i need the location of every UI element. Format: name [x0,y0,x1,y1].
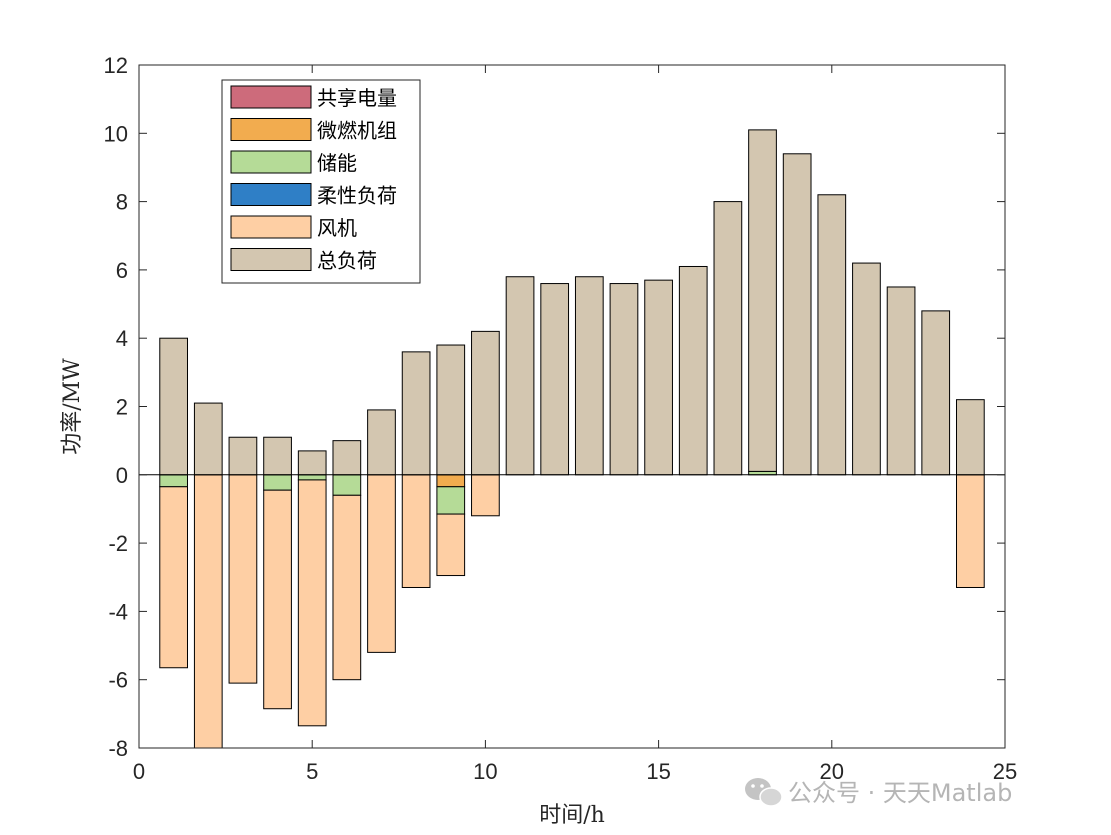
bar-segment [471,474,500,517]
bar-segment [956,399,985,476]
watermark-text: 公众号 · 天天Matlab [788,779,1012,807]
bar-segment [193,474,223,749]
y-tick-label: 6 [116,258,128,283]
legend-swatch [230,183,312,206]
y-tick-label: 10 [104,121,128,146]
bar-segment [748,129,777,472]
bar-segment [436,486,466,515]
legend-label: 总负荷 [317,249,377,273]
y-tick-label: 12 [104,53,128,78]
x-tick-label: 15 [646,759,670,784]
wechat-icon [745,778,783,807]
bars-layer [159,129,985,749]
bar-segment [193,402,223,476]
bar-segment [436,474,466,488]
bar-segment [159,474,188,488]
bar-segment [159,337,188,476]
legend-label: 储能 [317,151,357,175]
bar-segment [228,474,258,684]
bar-segment [297,450,327,476]
x-tick-label: 20 [820,759,844,784]
bar-segment [748,470,777,476]
bar-segment [332,494,362,681]
bar-segment [228,436,258,476]
legend-label: 柔性负荷 [317,184,397,208]
bar-segment [263,436,292,476]
legend-label: 共享电量 [317,86,397,110]
ticks-layer: 0 5 10 15 20 25 -8 -6 -4 -2 0 2 4 6 8 10 12 [104,53,1018,784]
legend-swatch [230,85,312,109]
y-tick-label: 8 [116,190,128,215]
bar-segment [956,474,985,588]
y-tick-label: -4 [108,599,128,624]
bar-segment [367,409,396,476]
y-tick-label: -8 [108,736,128,761]
bar-segment [471,330,500,476]
bar-segment [852,262,881,476]
legend-swatch [230,248,312,271]
x-tick-label: 25 [993,759,1017,784]
bar-segment [609,283,639,476]
bar-segment [678,265,708,476]
bar-segment [263,474,292,491]
bar-segment [436,344,466,476]
bar-segment [540,283,570,476]
bar-segment [886,286,916,476]
legend-label: 微燃机组 [317,119,397,143]
legend-label: 风机 [317,216,357,240]
bar-segment [782,153,812,476]
y-tick-label: -2 [108,531,128,556]
bar-segment [574,276,604,476]
bar-segment [921,310,951,476]
x-tick-label: 5 [306,759,318,784]
y-tick-label: -6 [108,668,128,693]
bar-segment [436,513,466,577]
y-tick-label: 4 [116,326,128,351]
bar-segment [297,474,327,481]
bar-segment [332,440,362,476]
legend-swatch [230,118,312,141]
y-axis-label: 功率/MW [60,358,85,455]
bar-segment [367,474,396,653]
y-tick-label: 0 [116,463,128,488]
bar-segment [644,279,673,476]
x-tick-label: 0 [133,759,145,784]
bar-segment [401,351,431,476]
bar-segment [713,201,743,476]
bar-segment [817,194,847,476]
bar-segment [159,486,188,669]
bar-segment [263,489,292,710]
bar-segment [401,474,431,588]
legend-swatch [230,215,312,239]
bar-segment [297,479,327,727]
legend-swatch [230,150,312,174]
bar-segment [505,276,535,476]
bar-segment [332,474,362,496]
watermark: 公众号 · 天天Matlab [745,778,1012,807]
x-tick-label: 10 [473,759,497,784]
x-axis-label: 时间/h [539,803,605,828]
y-tick-label: 2 [116,395,128,420]
